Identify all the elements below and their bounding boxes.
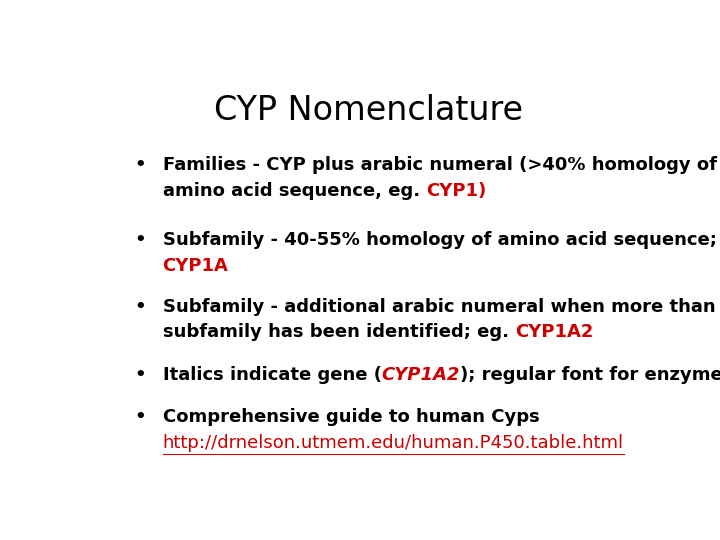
Text: Italics indicate gene (: Italics indicate gene ( (163, 366, 382, 384)
Text: •: • (135, 298, 146, 316)
Text: Comprehensive guide to human Cyps: Comprehensive guide to human Cyps (163, 408, 539, 426)
Text: •: • (135, 366, 146, 384)
Text: CYP1): CYP1) (426, 182, 486, 200)
Text: CYP Nomenclature: CYP Nomenclature (215, 94, 523, 127)
Text: http://drnelson.utmem.edu/human.P450.table.html: http://drnelson.utmem.edu/human.P450.tab… (163, 434, 624, 451)
Text: CYP1A2: CYP1A2 (382, 366, 460, 384)
Text: Subfamily - 40-55% homology of amino acid sequence; eg.: Subfamily - 40-55% homology of amino aci… (163, 231, 720, 249)
Text: •: • (135, 156, 146, 174)
Text: •: • (135, 408, 146, 426)
Text: ); regular font for enzyme: ); regular font for enzyme (460, 366, 720, 384)
Text: subfamily has been identified; eg.: subfamily has been identified; eg. (163, 323, 515, 341)
Text: Subfamily - additional arabic numeral when more than 1: Subfamily - additional arabic numeral wh… (163, 298, 720, 316)
Text: Families - CYP plus arabic numeral (>40% homology of: Families - CYP plus arabic numeral (>40%… (163, 156, 716, 174)
Text: •: • (135, 231, 146, 249)
Text: amino acid sequence, eg.: amino acid sequence, eg. (163, 182, 426, 200)
Text: CYP1A2: CYP1A2 (515, 323, 593, 341)
Text: CYP1A: CYP1A (163, 257, 228, 275)
